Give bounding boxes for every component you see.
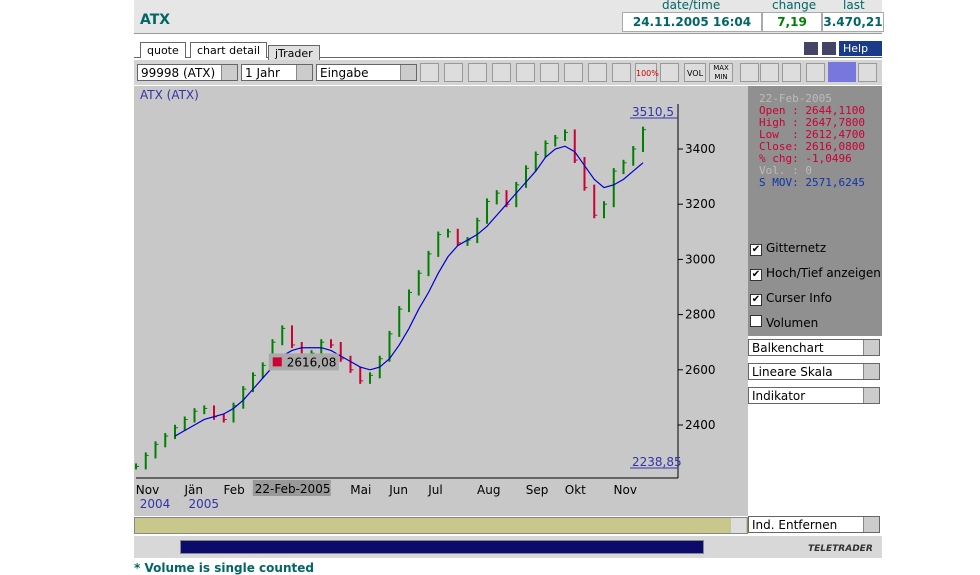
- option-label: Hoch/Tief anzeigen: [766, 266, 881, 280]
- tool-icon[interactable]: [420, 63, 439, 82]
- crosshair-date: 22-Feb-2005: [255, 482, 331, 496]
- max: MAX: [713, 64, 729, 72]
- x-tick-label: Sep: [526, 483, 549, 497]
- info-line: Low : 2612,4700: [759, 128, 865, 141]
- x-tick-label: Mai: [350, 483, 371, 497]
- checkbox-option[interactable]: ✔ Curser Info: [750, 290, 836, 306]
- help-button[interactable]: Help: [839, 41, 882, 56]
- max-label: 3510,5: [632, 105, 674, 119]
- tab[interactable]: chart detail: [190, 42, 268, 58]
- x-tick-label: Okt: [565, 483, 586, 497]
- checkbox[interactable]: ✔: [750, 244, 762, 256]
- option-label: Curser Info: [766, 291, 833, 305]
- col-last: last: [843, 0, 865, 12]
- checkbox[interactable]: [750, 315, 762, 327]
- info: 22-Feb-2005 Open : 2644,1100 High : 2647,7…: [759, 93, 865, 189]
- info-line: High : 2647,7800: [759, 116, 865, 129]
- tab[interactable]: quote: [140, 42, 186, 58]
- min: MIN: [714, 73, 728, 81]
- y-tick-label: 2800: [685, 308, 716, 322]
- tool-icon[interactable]: [564, 63, 583, 82]
- icon[interactable]: [804, 42, 818, 55]
- info-line: % chg: -1,0496: [759, 152, 852, 165]
- x-tick-label: Jun: [388, 483, 408, 497]
- tool-icon[interactable]: [740, 63, 759, 82]
- info-date: 22-Feb-2005: [759, 92, 832, 105]
- x-tick-label: Jän: [184, 483, 204, 497]
- checkbox-option[interactable]: Volumen: [750, 315, 822, 329]
- tooltip-bg: [268, 353, 339, 371]
- checkbox[interactable]: ✔: [750, 269, 762, 281]
- min-label: 2238,85: [632, 455, 682, 469]
- x-tick-label: Aug: [477, 483, 500, 497]
- tool-icon[interactable]: [858, 63, 877, 82]
- checkbox[interactable]: ✔: [750, 294, 762, 306]
- select[interactable]: Lineare Skala: [748, 363, 880, 380]
- logo: TELETRADER: [808, 544, 873, 554]
- tool-icon[interactable]: [492, 63, 511, 82]
- moving-average: [174, 145, 644, 437]
- y-tick-label: 2400: [685, 418, 716, 432]
- tool-icon[interactable]: [612, 63, 631, 82]
- val-last: 3.470,21: [822, 12, 884, 32]
- info-line: Open : 2644,1100: [759, 104, 865, 117]
- y-tick-label: 3200: [685, 197, 716, 211]
- tab[interactable]: jTrader: [268, 45, 320, 61]
- info-line: Close: 2616,0800: [759, 140, 865, 153]
- y-tick-label: 3000: [685, 252, 716, 266]
- checkbox-option[interactable]: ✔ Hoch/Tief anzeigen: [750, 265, 885, 281]
- mode-select[interactable]: Eingabe: [316, 64, 417, 81]
- zoom-button[interactable]: 100%: [635, 63, 659, 82]
- symbol: ATX: [140, 12, 171, 28]
- year-label: 2005: [189, 497, 220, 511]
- x-tick-label: Jul: [427, 483, 442, 497]
- y-tick-label: 2600: [685, 363, 716, 377]
- footer: * Volume is single counted: [134, 561, 314, 575]
- tab-line: [134, 57, 882, 58]
- val-date: 24.11.2005 16:04: [622, 12, 762, 32]
- info-smov: S MOV: 2571,6245: [759, 176, 865, 189]
- checkbox-option[interactable]: ✔ Gitternetz: [750, 240, 830, 256]
- x-tick-label: Nov: [614, 483, 637, 497]
- year-label: 2004: [140, 497, 171, 511]
- info-panel: [748, 86, 882, 336]
- tool-icon[interactable]: [516, 63, 535, 82]
- maxmin-button[interactable]: MAX MIN: [709, 63, 733, 82]
- icon[interactable]: [822, 42, 836, 55]
- option-label: Gitternetz: [766, 241, 827, 255]
- select[interactable]: Balkenchart: [748, 339, 880, 356]
- chart-bg: [134, 86, 748, 516]
- tool-icon[interactable]: [444, 63, 463, 82]
- period-select[interactable]: 1 Jahr: [241, 64, 313, 81]
- val-change: 7,19: [762, 12, 822, 32]
- tool-icon[interactable]: [806, 63, 825, 82]
- tool-icon[interactable]: [540, 63, 559, 82]
- info-vol: Vol. : 0: [759, 164, 812, 177]
- chart-title: ATX (ATX): [140, 88, 199, 102]
- date-label-bg: [252, 480, 331, 496]
- col-date: date/time: [662, 0, 721, 12]
- tool-icon[interactable]: [660, 63, 679, 82]
- vol-button[interactable]: VOL: [684, 63, 706, 82]
- tooltip-marker: [272, 357, 282, 367]
- progress: [180, 540, 704, 554]
- symbol-select[interactable]: 99998 (ATX): [137, 64, 238, 81]
- scrollbar[interactable]: [134, 517, 748, 534]
- select[interactable]: Indikator: [748, 387, 880, 404]
- chart: ATX (ATX) 3510,5 2238,85 2400 2600 2800 300…: [134, 86, 748, 516]
- tool-icon[interactable]: [782, 63, 801, 82]
- scroll-arrow[interactable]: [731, 518, 746, 533]
- col-change: change: [772, 0, 817, 12]
- y-tick-label: 3400: [685, 142, 716, 156]
- remove-select[interactable]: Ind. Entfernen: [748, 516, 880, 533]
- tool-icon[interactable]: [588, 63, 607, 82]
- tooltip-value: 2616,08: [287, 355, 337, 369]
- tool-icon[interactable]: [468, 63, 487, 82]
- tool-icon[interactable]: [760, 63, 779, 82]
- x-tick-label: Feb: [224, 483, 245, 497]
- x-tick-label: Nov: [136, 483, 159, 497]
- option-label: Volumen: [766, 316, 819, 330]
- color-box[interactable]: [828, 62, 856, 82]
